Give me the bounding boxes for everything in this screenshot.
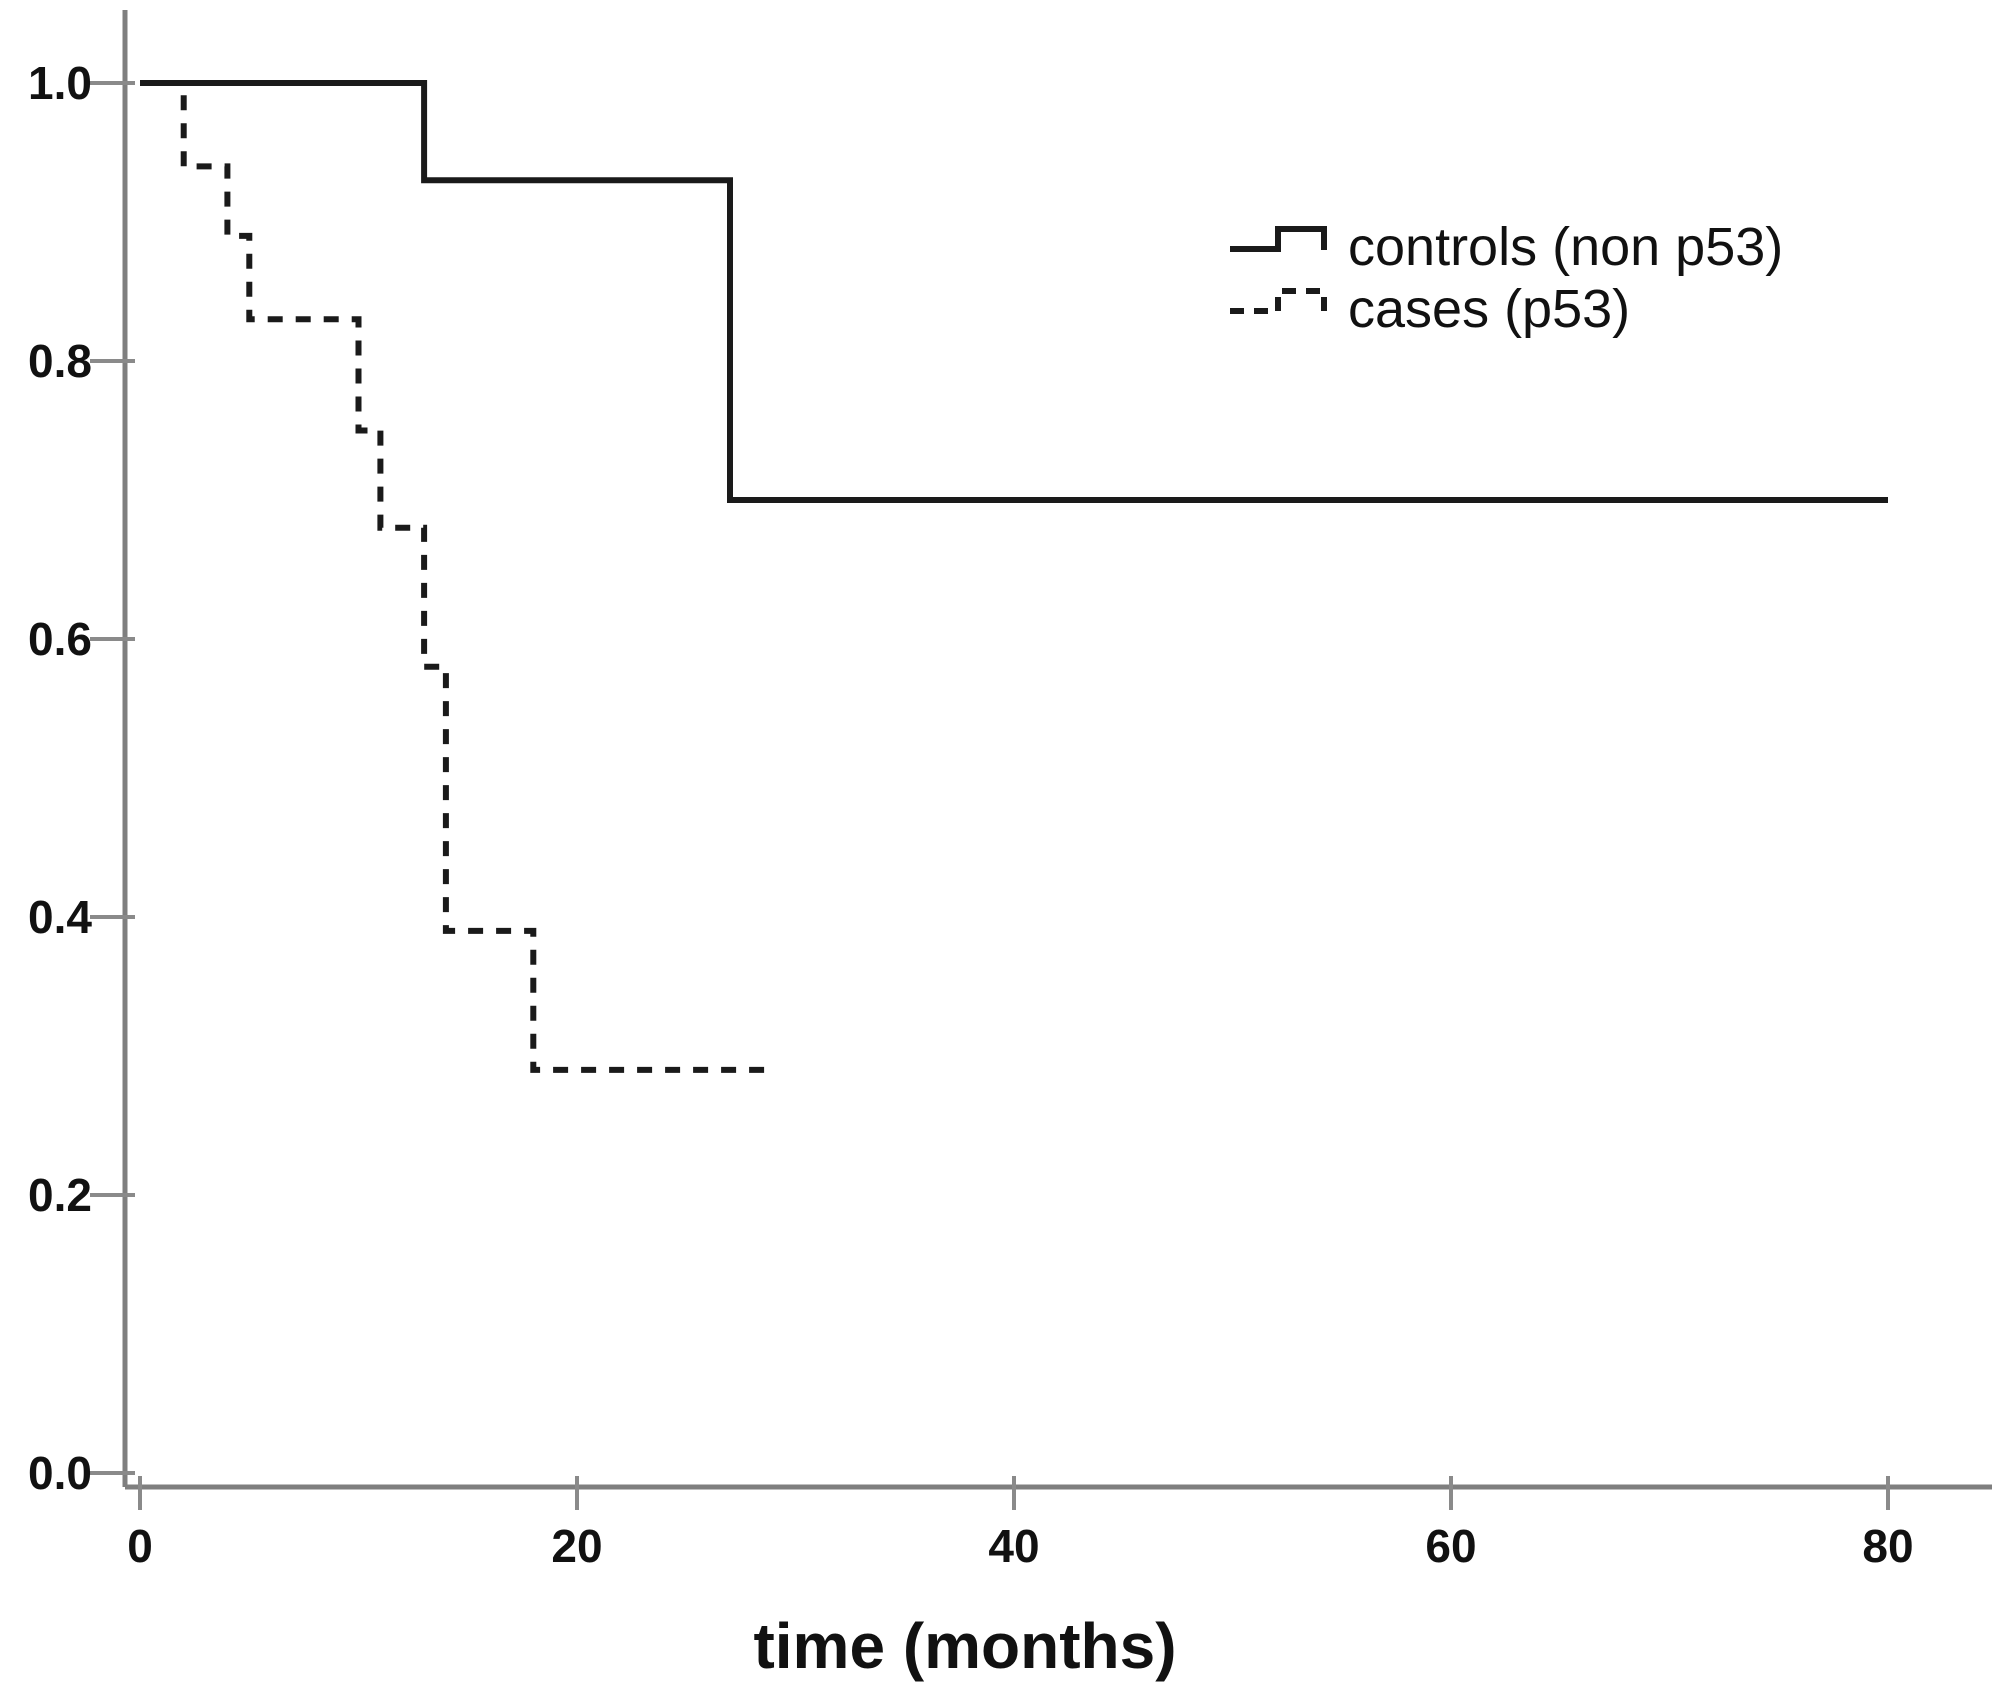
legend-symbol-solid bbox=[1230, 226, 1327, 252]
legend-label: cases (p53) bbox=[1348, 279, 1630, 339]
y-tick-label: 0.6 bbox=[28, 613, 92, 665]
x-tick-label: 0 bbox=[127, 1520, 153, 1572]
y-tick-label: 1.0 bbox=[28, 57, 92, 109]
x-tick-label: 40 bbox=[988, 1520, 1039, 1572]
y-tick-label: 0.8 bbox=[28, 335, 92, 387]
x-tick-label: 60 bbox=[1425, 1520, 1476, 1572]
legend-symbol-dashed bbox=[1230, 288, 1327, 314]
series-line-cases bbox=[140, 80, 774, 1073]
y-tick-label: 0.2 bbox=[28, 1169, 92, 1221]
y-tick-label: 0.0 bbox=[28, 1447, 92, 1499]
y-tick-label: 0.4 bbox=[28, 891, 92, 943]
legend-label: controls (non p53) bbox=[1348, 217, 1783, 277]
x-tick-label: 80 bbox=[1862, 1520, 1913, 1572]
series-line-controls bbox=[140, 80, 1888, 503]
x-tick-label: 20 bbox=[551, 1520, 602, 1572]
x-axis-title: time (months) bbox=[753, 1610, 1176, 1682]
